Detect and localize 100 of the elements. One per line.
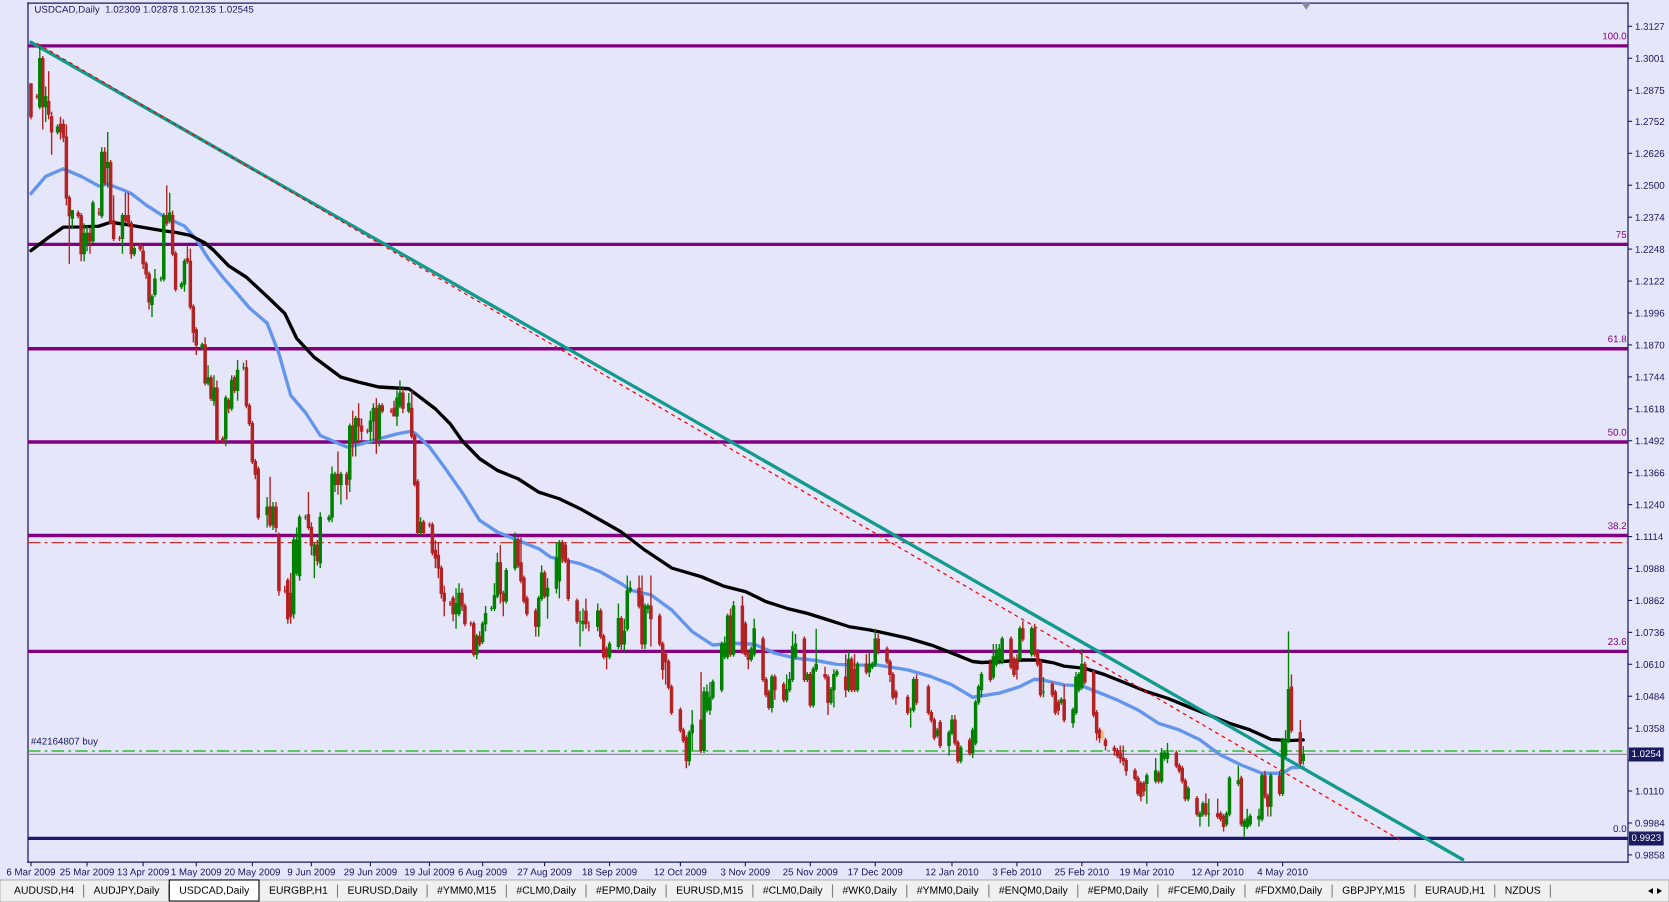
- x-tick-label: 6 Aug 2009: [458, 868, 507, 878]
- text: EURGBP,H1: [269, 886, 328, 896]
- text: AUDUSD,H4: [14, 886, 74, 896]
- y-tick-label: 1.0862: [1635, 597, 1665, 605]
- y-tick-label: 1.0988: [1635, 565, 1665, 573]
- text: USDCAD,Daily: [180, 886, 250, 896]
- x-tick-label: 12 Oct 2009: [654, 868, 707, 876]
- y-tick-label: 1.0484: [1635, 692, 1665, 700]
- y-tick-label: 1.1744: [1635, 373, 1665, 381]
- y-tick-label: 1.1870: [1635, 341, 1665, 349]
- text: EURUSD,Daily: [348, 886, 418, 896]
- candlestick: [1195, 795, 1199, 818]
- y-tick-label: 1.2374: [1635, 213, 1665, 221]
- y-tick-label: 1.1996: [1635, 309, 1665, 317]
- x-tick-label: 4 May 2010: [1257, 868, 1308, 878]
- x-tick-label: 29 Jun 2009: [344, 868, 397, 876]
- annotation: 0.0: [1613, 825, 1627, 833]
- chart-title: USDCAD,Daily 1.02309 1.02878 1.02135 1.02545: [35, 5, 254, 15]
- y-tick-label: 1.1366: [1635, 469, 1665, 477]
- candlestick: [784, 673, 789, 704]
- candlestick: [407, 392, 411, 415]
- y-tick-label: 1.0358: [1635, 724, 1665, 732]
- annotation: 50.0: [1608, 428, 1627, 436]
- text: #FCEM0,Daily: [1167, 886, 1235, 896]
- candlestick: [209, 374, 213, 402]
- x-tick-label: 20 May 2009: [224, 868, 280, 878]
- ref-line-label: 0.9923: [1631, 834, 1661, 842]
- candlestick: [545, 577, 550, 620]
- text: #YMM0,Daily: [916, 886, 979, 896]
- candlestick: [206, 364, 210, 387]
- text: #EPM0,Daily: [596, 886, 657, 896]
- annotation: 23.6: [1608, 638, 1627, 645]
- candlestick: [876, 633, 880, 655]
- x-tick-label: 19 Jul 2009: [405, 868, 455, 876]
- candlestick: [451, 595, 455, 622]
- candlestick: [265, 496, 269, 529]
- y-tick-label: 1.0736: [1635, 629, 1665, 636]
- candlestick: [43, 85, 48, 123]
- ref-line-label: 1.0254: [1632, 750, 1661, 758]
- y-tick-label: 1.1114: [1635, 533, 1663, 541]
- y-tick-label: 0.9858: [1635, 851, 1665, 859]
- y-tick-label: 1.2500: [1635, 181, 1665, 189]
- x-tick-label: 12 Apr 2010: [1192, 868, 1244, 878]
- y-tick-label: 1.3127: [1635, 23, 1665, 30]
- candlestick: [1215, 797, 1220, 820]
- text: GBPJPY,M15: [1342, 886, 1405, 896]
- x-tick-label: 1 May 2009: [171, 868, 222, 878]
- y-tick-label: 1.2626: [1635, 150, 1665, 157]
- candlestick: [268, 476, 272, 529]
- y-tick-label: 1.0110: [1635, 787, 1664, 795]
- y-tick-label: 1.2248: [1635, 245, 1665, 253]
- text: #EPM0,Daily: [1087, 886, 1148, 896]
- y-tick-label: 1.3001: [1635, 54, 1665, 62]
- x-tick-label: 19 Mar 2010: [1120, 868, 1174, 876]
- candlestick: [649, 574, 653, 648]
- text: #WK0,Daily: [842, 886, 897, 896]
- candlestick: [339, 470, 343, 506]
- x-tick-label: 3 Nov 2009: [720, 868, 770, 876]
- x-tick-label: 17 Dec 2009: [848, 868, 903, 876]
- candlestick: [123, 192, 128, 224]
- candlestick: [575, 597, 579, 625]
- x-tick-label: 25 Nov 2009: [783, 868, 838, 876]
- x-tick-label: 25 Feb 2010: [1055, 868, 1109, 876]
- candlestick: [991, 643, 996, 681]
- x-tick-label: 12 Jan 2010: [925, 868, 979, 876]
- y-tick-label: 1.1618: [1635, 405, 1665, 413]
- annotation: 75: [1616, 231, 1627, 238]
- candlestick: [596, 602, 600, 633]
- x-tick-label: 9 Jun 2009: [287, 868, 335, 876]
- candlestick: [345, 470, 349, 501]
- candlestick: [401, 387, 405, 415]
- x-tick-label: 25 Mar 2009: [60, 868, 114, 876]
- x-tick-label: 13 Apr 2009: [117, 868, 169, 878]
- text: AUDJPY,Daily: [93, 886, 160, 896]
- candlestick: [356, 402, 361, 445]
- candlestick: [474, 633, 479, 660]
- candlestick: [1301, 745, 1306, 766]
- candlestick: [1080, 648, 1084, 691]
- candlestick: [1015, 653, 1019, 681]
- annotation: 100.0: [1603, 32, 1627, 40]
- text: EURAUD,H1: [1425, 886, 1485, 896]
- x-tick-label: 6 Mar 2009: [6, 868, 56, 876]
- candlestick: [708, 681, 712, 716]
- text: #CLM0,Daily: [762, 886, 823, 896]
- candlestick: [773, 673, 777, 701]
- candlestick: [1000, 635, 1004, 665]
- x-tick-label: 3 Feb 2010: [992, 868, 1042, 876]
- y-tick-label: 1.1240: [1635, 501, 1665, 509]
- candlestick: [781, 681, 786, 704]
- candlestick: [274, 501, 278, 534]
- candlestick: [584, 597, 588, 630]
- x-tick-label: 18 Sep 2009: [582, 868, 637, 878]
- annotation: 38.2: [1608, 522, 1627, 530]
- text: EURUSD,M15: [676, 886, 743, 896]
- x-tick-label: 27 Aug 2009: [517, 868, 572, 878]
- candlestick: [82, 222, 86, 262]
- y-tick-label: 1.0610: [1635, 661, 1665, 668]
- candlestick: [1083, 661, 1087, 686]
- y-tick-label: 1.1492: [1635, 437, 1665, 445]
- text: #YMM0,M15: [437, 886, 496, 896]
